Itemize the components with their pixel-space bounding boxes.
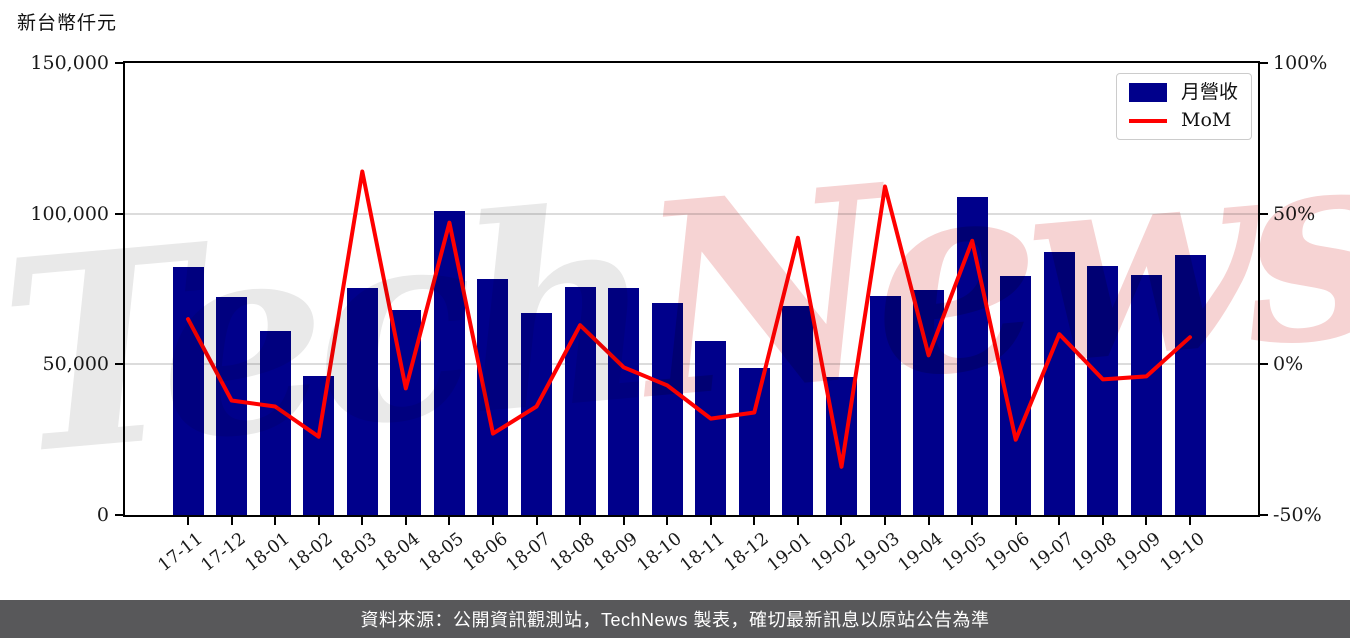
- x-tick-label-18-10: 18-10: [633, 529, 686, 576]
- x-tick-label-18-04: 18-04: [372, 529, 425, 576]
- y-right-label: 100%: [1273, 52, 1328, 74]
- x-tick-label-19-03: 19-03: [851, 529, 904, 576]
- y-right-tick: [1260, 62, 1268, 64]
- legend-mom-label: MoM: [1180, 109, 1232, 131]
- x-tick-label-18-05: 18-05: [415, 529, 468, 576]
- x-tick: [579, 517, 582, 525]
- revenue-bar-18-12: [738, 368, 770, 515]
- revenue-bar-19-10: [1174, 254, 1206, 515]
- revenue-bar-18-03: [346, 287, 378, 515]
- mom-swatch: [1128, 118, 1167, 123]
- y-left-label: 50,000: [42, 353, 109, 376]
- x-tick-label-18-06: 18-06: [459, 529, 512, 576]
- x-tick-label-19-05: 19-05: [938, 529, 991, 576]
- y-axis-unit-title: 新台幣仟元: [17, 12, 118, 34]
- source-footer: 資料來源：公開資訊觀測站，TechNews 製表，確切最新訊息以原站公告為準: [0, 600, 1350, 638]
- x-tick-label-19-07: 19-07: [1025, 529, 1078, 576]
- x-tick: [971, 517, 974, 525]
- x-tick: [361, 517, 364, 525]
- y-left-tick: [115, 363, 123, 366]
- y-right-label: 0%: [1273, 353, 1304, 376]
- legend-revenue-label: 月營收: [1180, 81, 1238, 103]
- revenue-bar-17-12: [216, 297, 248, 515]
- x-tick-label-18-07: 18-07: [502, 529, 555, 576]
- x-tick: [927, 517, 930, 525]
- y-left-label: 0: [96, 504, 109, 526]
- x-tick-label-19-01: 19-01: [764, 529, 817, 576]
- x-tick-label-18-02: 18-02: [284, 529, 338, 576]
- x-tick-label-18-09: 18-09: [589, 529, 642, 576]
- revenue-bar-18-10: [651, 302, 683, 515]
- x-tick-label-19-04: 19-04: [894, 529, 947, 576]
- x-tick: [1058, 517, 1061, 525]
- x-tick: [666, 517, 669, 525]
- y-right-tick: [1260, 514, 1268, 516]
- x-tick: [317, 517, 320, 525]
- x-tick: [840, 517, 843, 525]
- x-tick-label-19-08: 19-08: [1069, 529, 1122, 576]
- gridline: [125, 212, 1258, 215]
- x-tick: [884, 517, 887, 525]
- y-left-tick: [115, 514, 123, 516]
- x-tick-label-18-08: 18-08: [546, 529, 599, 576]
- x-tick-label-19-10: 19-10: [1156, 529, 1209, 576]
- y-right-label: -50%: [1273, 504, 1322, 526]
- mom-line: [186, 169, 1192, 469]
- x-tick: [753, 517, 756, 525]
- x-tick-label-17-12: 17-12: [197, 529, 250, 576]
- x-tick-label-18-12: 18-12: [720, 529, 773, 576]
- revenue-bar-18-06: [477, 279, 509, 515]
- legend-item-revenue: 月營收: [1128, 81, 1238, 103]
- revenue-bar-19-08: [1087, 265, 1119, 515]
- x-tick-label-17-11: 17-11: [154, 529, 207, 576]
- revenue-bar-19-01: [782, 306, 814, 515]
- x-tick: [1101, 517, 1104, 525]
- x-tick: [622, 517, 625, 525]
- x-tick: [187, 517, 189, 525]
- x-tick-label-18-11: 18-11: [677, 529, 730, 576]
- revenue-bar-18-09: [608, 288, 640, 515]
- x-tick: [230, 517, 233, 525]
- revenue-bar-19-09: [1130, 275, 1162, 515]
- x-tick: [1014, 517, 1017, 525]
- gridline: [125, 363, 1258, 366]
- y-left-tick: [115, 212, 123, 215]
- y-left-label: 100,000: [30, 202, 109, 225]
- x-tick: [491, 517, 494, 525]
- x-tick: [1189, 517, 1191, 525]
- chart-legend: 月營收 MoM: [1115, 73, 1252, 140]
- y-left-tick: [115, 62, 123, 64]
- revenue-bar-18-01: [259, 331, 291, 515]
- revenue-bar-19-07: [1043, 251, 1075, 515]
- x-tick: [1145, 517, 1148, 525]
- x-tick: [709, 517, 712, 525]
- revenue-bar-18-11: [695, 341, 727, 515]
- x-tick: [535, 517, 538, 525]
- x-tick: [796, 517, 799, 525]
- x-tick: [404, 517, 407, 525]
- x-tick-label-18-03: 18-03: [328, 529, 381, 576]
- y-right-tick: [1260, 363, 1268, 366]
- x-tick: [274, 517, 277, 525]
- x-tick-label-19-06: 19-06: [981, 529, 1035, 576]
- y-right-label: 50%: [1273, 202, 1316, 225]
- plot-area: TechNews 月營收 MoM: [0, 61, 1350, 517]
- x-tick-label-19-02: 19-02: [807, 529, 860, 576]
- x-tick: [448, 517, 451, 525]
- y-right-tick: [1260, 212, 1268, 215]
- legend-item-mom: MoM: [1128, 109, 1238, 131]
- y-left-label: 150,000: [30, 52, 109, 74]
- revenue-bar-17-11: [172, 267, 204, 515]
- x-tick-label-19-09: 19-09: [1112, 529, 1165, 576]
- revenue-swatch: [1128, 83, 1167, 102]
- revenue-bar-18-02: [303, 376, 335, 515]
- revenue-bar-19-03: [869, 295, 901, 515]
- x-tick-label-18-01: 18-01: [241, 529, 294, 576]
